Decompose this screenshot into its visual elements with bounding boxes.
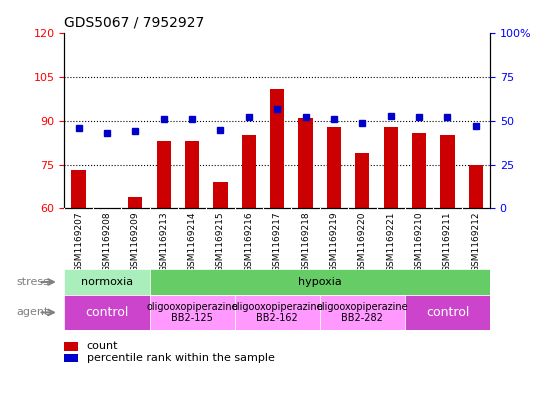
Text: GSM1169215: GSM1169215 (216, 211, 225, 272)
Bar (213, 182, 227, 208)
Bar (185, 141, 199, 208)
Text: GSM1169218: GSM1169218 (301, 211, 310, 272)
Text: GSM1169217: GSM1169217 (273, 211, 282, 272)
Text: oligooxopiperazine
BB2-162: oligooxopiperazine BB2-162 (231, 302, 323, 323)
Text: percentile rank within the sample: percentile rank within the sample (87, 353, 274, 363)
Bar (72, 171, 86, 208)
Bar (150, 269, 490, 295)
Text: GSM1169211: GSM1169211 (443, 211, 452, 272)
Text: stress: stress (17, 277, 50, 287)
Bar (64, 295, 150, 330)
Bar (355, 153, 370, 208)
Bar (64, 342, 78, 351)
Text: control: control (426, 306, 469, 319)
Text: GSM1169212: GSM1169212 (472, 211, 480, 272)
Bar (64, 269, 150, 295)
Text: GSM1169210: GSM1169210 (414, 211, 423, 272)
Text: normoxia: normoxia (81, 277, 133, 287)
Text: GSM1169220: GSM1169220 (358, 211, 367, 272)
Bar (298, 118, 312, 208)
Bar (235, 295, 320, 330)
Bar (412, 132, 426, 208)
Text: GSM1169209: GSM1169209 (131, 211, 140, 272)
Text: GSM1169216: GSM1169216 (244, 211, 253, 272)
Bar (405, 295, 490, 330)
Text: GSM1169213: GSM1169213 (159, 211, 168, 272)
Bar (320, 295, 405, 330)
Bar (128, 196, 142, 208)
Text: GSM1169208: GSM1169208 (102, 211, 111, 272)
Text: oligooxopiperazine
BB2-125: oligooxopiperazine BB2-125 (146, 302, 238, 323)
Text: agent: agent (17, 307, 49, 318)
Bar (327, 127, 341, 208)
Text: count: count (87, 342, 118, 351)
Bar (440, 136, 455, 208)
Text: GDS5067 / 7952927: GDS5067 / 7952927 (64, 15, 204, 29)
Text: GSM1169219: GSM1169219 (329, 211, 338, 272)
Bar (64, 354, 78, 362)
Bar (150, 295, 235, 330)
Bar (469, 165, 483, 208)
Text: GSM1169221: GSM1169221 (386, 211, 395, 272)
Bar (270, 89, 284, 208)
Bar (242, 136, 256, 208)
Text: GSM1169207: GSM1169207 (74, 211, 83, 272)
Bar (384, 127, 398, 208)
Text: GSM1169214: GSM1169214 (188, 211, 197, 272)
Bar (157, 141, 171, 208)
Text: control: control (85, 306, 129, 319)
Text: hypoxia: hypoxia (298, 277, 342, 287)
Text: oligooxopiperazine
BB2-282: oligooxopiperazine BB2-282 (316, 302, 408, 323)
